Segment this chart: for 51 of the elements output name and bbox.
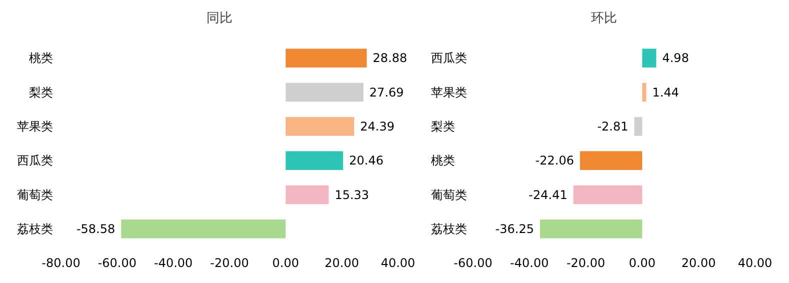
y-tick-label: 西瓜类	[17, 154, 53, 168]
y-tick-label: 苹果类	[431, 85, 467, 100]
data-label: -22.06	[535, 154, 574, 168]
bar	[121, 220, 286, 238]
x-tick-label: 20.00	[681, 256, 716, 270]
x-tick-label: -40.00	[510, 256, 549, 270]
data-label: 15.33	[334, 188, 370, 202]
y-tick-label: 荔枝类	[431, 222, 467, 236]
y-tick-label: 梨类	[431, 119, 455, 134]
x-tick-label: -60.00	[454, 256, 492, 270]
y-tick-label: 荔枝类	[17, 222, 53, 236]
data-label: -58.58	[76, 222, 116, 236]
x-tick-label: 40.00	[738, 256, 772, 270]
y-tick-label: 葡萄类	[17, 188, 53, 202]
y-tick-label: 桃类	[29, 51, 53, 66]
y-tick-label: 桃类	[431, 154, 455, 168]
x-tick-label: -20.00	[566, 256, 606, 270]
data-label: 4.98	[662, 51, 689, 66]
bar	[286, 151, 344, 170]
data-label: 20.46	[349, 154, 384, 168]
x-tick-label: -60.00	[98, 256, 137, 270]
bar	[580, 151, 642, 170]
x-tick-label: 20.00	[324, 256, 360, 270]
chart-title: 同比	[206, 11, 232, 26]
bar	[540, 220, 642, 238]
data-label: -36.25	[495, 222, 534, 236]
bar	[634, 117, 642, 136]
x-tick-label: 0.00	[272, 256, 300, 270]
bar	[286, 48, 367, 68]
data-label: -24.41	[528, 188, 568, 202]
y-tick-label: 西瓜类	[431, 51, 467, 66]
data-label: 28.88	[372, 51, 408, 66]
bar	[286, 82, 364, 102]
y-tick-label: 苹果类	[17, 119, 53, 134]
x-tick-label: -80.00	[42, 256, 80, 270]
x-tick-label: 40.00	[380, 256, 416, 270]
chart-title: 环比	[591, 11, 617, 26]
y-tick-label: 梨类	[29, 85, 53, 100]
x-tick-label: -40.00	[154, 256, 193, 270]
y-tick-label: 葡萄类	[431, 188, 467, 202]
bar	[286, 185, 329, 204]
bar	[286, 117, 354, 136]
x-tick-label: -20.00	[210, 256, 249, 270]
bar	[642, 82, 646, 102]
data-label: 27.69	[369, 85, 404, 100]
x-tick-label: 0.00	[628, 256, 656, 270]
data-label: -2.81	[597, 119, 628, 134]
bar	[642, 48, 656, 68]
data-label: 1.44	[652, 85, 679, 100]
bar	[573, 185, 642, 204]
data-label: 24.39	[360, 119, 395, 134]
